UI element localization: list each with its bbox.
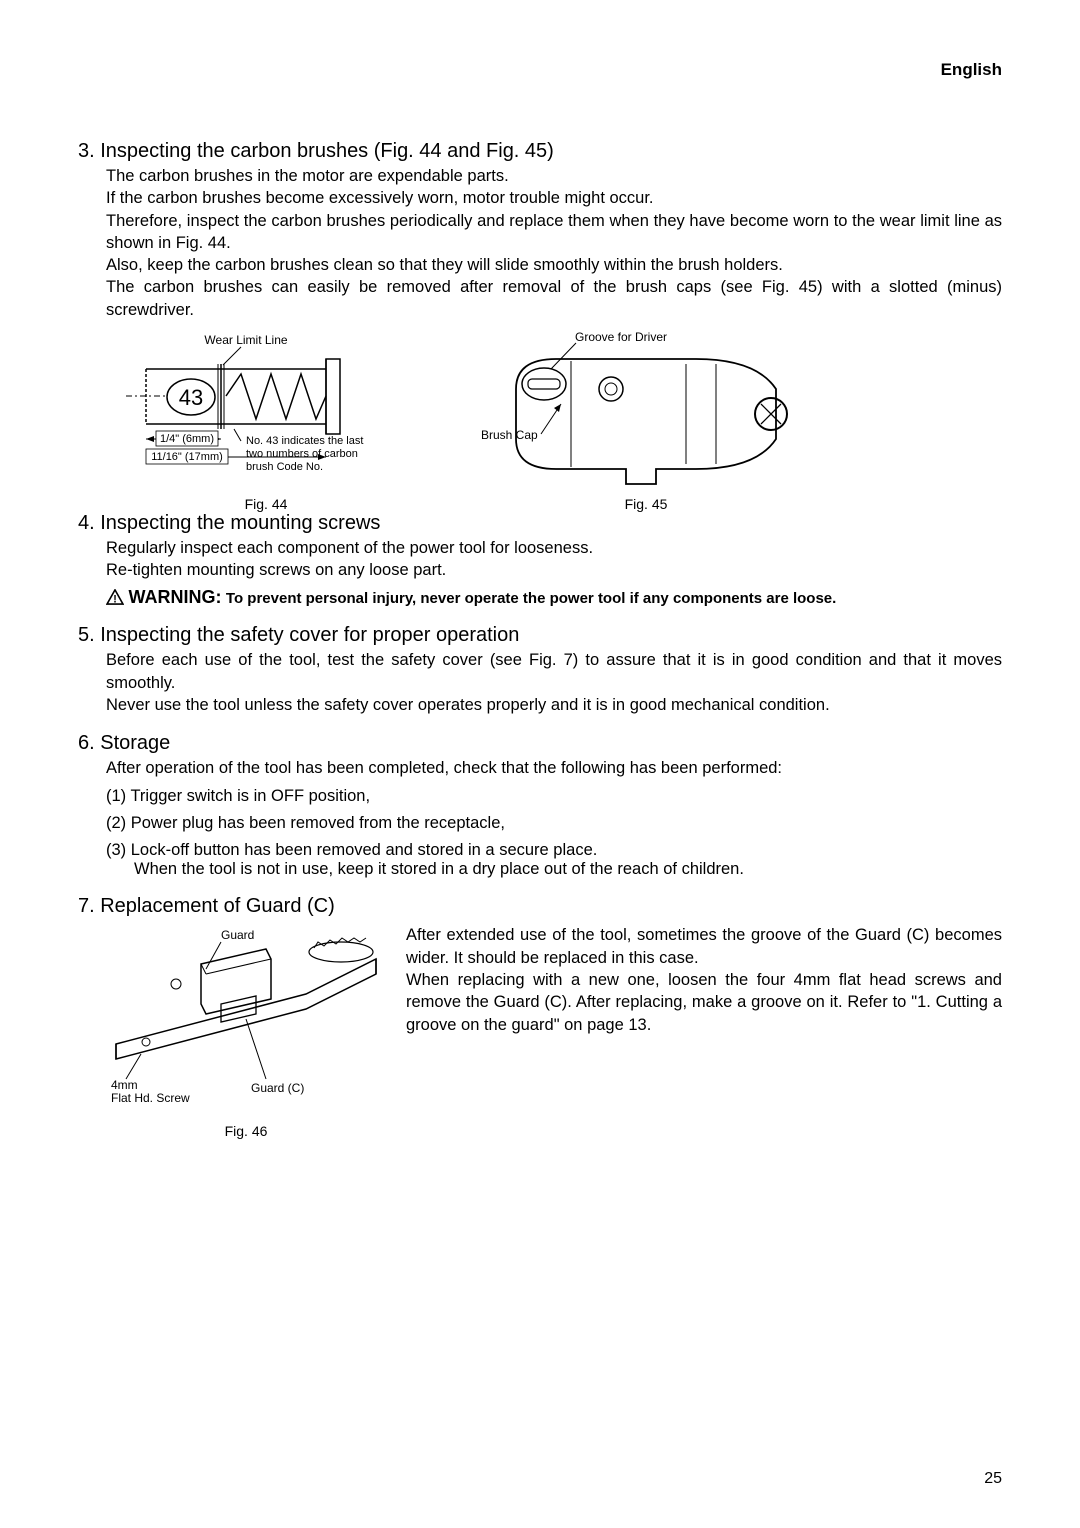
figures-row-44-45: 43 Wear Limit Line 1/4" (6mm) 11/16" (17… [106,329,1002,512]
s3-p2: If the carbon brushes become excessively… [106,187,1002,209]
fig46-guard-label: Guard [221,928,254,942]
s3-p4: Also, keep the carbon brushes clean so t… [106,254,1002,276]
page-number: 25 [984,1470,1002,1488]
page-content: 3. Inspecting the carbon brushes (Fig. 4… [78,140,1002,1139]
s5-p2: Never use the tool unless the safety cov… [106,694,1002,716]
fig44-caption: Fig. 44 [106,496,426,512]
section-3-heading: 3. Inspecting the carbon brushes (Fig. 4… [78,140,1002,163]
section-4-heading: 4. Inspecting the mounting screws [78,512,1002,535]
section-5-heading: 5. Inspecting the safety cover for prope… [78,624,1002,647]
fig45-caption: Fig. 45 [476,496,816,512]
s3-p1: The carbon brushes in the motor are expe… [106,165,1002,187]
s6-item1: (1) Trigger switch is in OFF position, [106,787,1002,806]
warning-line: ! WARNING: To prevent personal injury, n… [106,587,1002,608]
fig46-guardc-label: Guard (C) [251,1081,304,1095]
section-6-heading: 6. Storage [78,732,1002,755]
section-7-heading: 7. Replacement of Guard (C) [78,895,1002,918]
s3-p5: The carbon brushes can easily be removed… [106,276,1002,321]
fig44-dim1: 1/4" (6mm) [160,433,214,445]
figure-44: 43 Wear Limit Line 1/4" (6mm) 11/16" (17… [106,329,426,512]
figure-45: Groove for Driver Brush Cap [476,329,816,512]
s7-text: After extended use of the tool, sometime… [406,924,1002,1139]
s4-p2: Re-tighten mounting screws on any loose … [106,559,1002,581]
fig44-svg: 43 Wear Limit Line 1/4" (6mm) 11/16" (17… [106,329,426,489]
s6-p1: After operation of the tool has been com… [106,757,1002,779]
fig46-screw-l2: Flat Hd. Screw [111,1091,190,1104]
fig44-note-l1: No. 43 indicates the last [246,435,363,447]
fig46-svg: Guard 4mm Fla [106,924,386,1104]
fig44-num: 43 [179,385,203,410]
fig46-caption: Fig. 46 [106,1123,386,1139]
s3-p3: Therefore, inspect the carbon brushes pe… [106,210,1002,255]
svg-text:!: ! [113,594,117,606]
s4-p1: Regularly inspect each component of the … [106,537,1002,559]
fig44-dim2: 11/16" (17mm) [151,451,223,463]
language-label: English [941,60,1002,80]
fig45-brushcap-label: Brush Cap [481,428,538,442]
fig45-svg: Groove for Driver Brush Cap [476,329,816,489]
warning-text: To prevent personal injury, never operat… [226,590,836,607]
guard-row: Guard 4mm Fla [106,924,1002,1139]
figure-46: Guard 4mm Fla [106,924,386,1139]
fig44-wear-limit-label: Wear Limit Line [204,333,287,347]
warning-word: WARNING: [128,587,221,607]
fig46-screw-l1: 4mm [111,1078,138,1092]
fig45-groove-label: Groove for Driver [575,330,667,344]
s5-p1: Before each use of the tool, test the sa… [106,649,1002,694]
warning-triangle-icon: ! [106,589,124,605]
s6-item3b: When the tool is not in use, keep it sto… [134,860,1002,879]
s6-item3: (3) Lock-off button has been removed and… [106,841,1002,860]
s6-item2: (2) Power plug has been removed from the… [106,814,1002,833]
fig44-note-l3: brush Code No. [246,461,323,473]
fig44-note-l2: two numbers of carbon [246,448,358,460]
